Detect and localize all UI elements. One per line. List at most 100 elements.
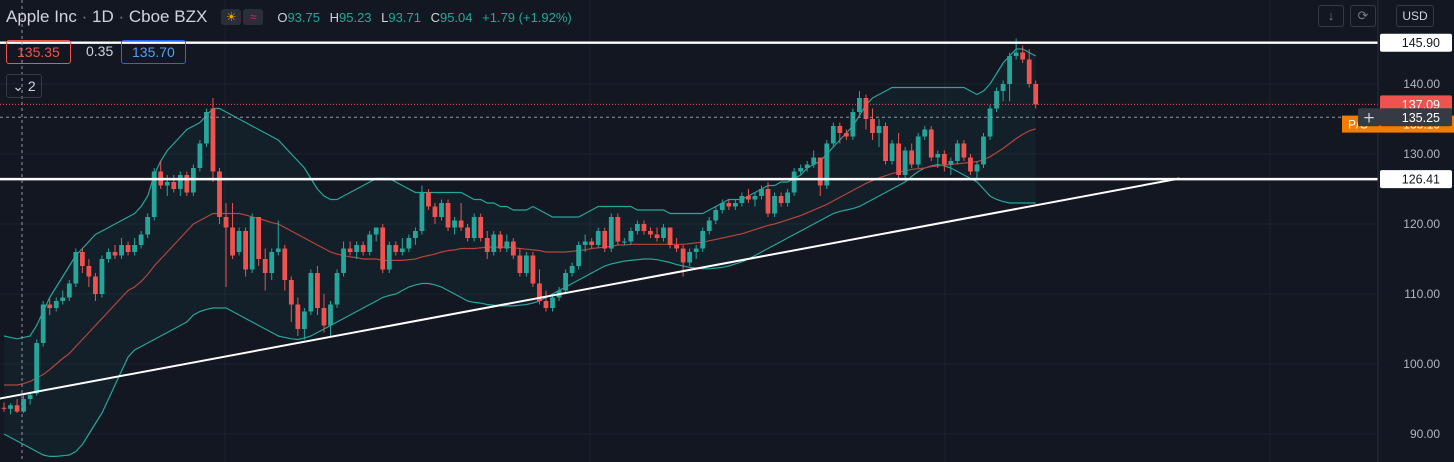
candle-body [458, 220, 464, 228]
candle-body [948, 161, 954, 165]
candle-body [393, 245, 399, 252]
candle-body [282, 248, 288, 280]
currency-button[interactable]: USD [1396, 5, 1434, 27]
cursor-price-tag [1380, 108, 1452, 127]
candle-body [249, 217, 255, 270]
candle-body [902, 150, 908, 175]
candle-body [504, 241, 510, 249]
candle-body [112, 252, 118, 256]
candle-body [582, 241, 588, 245]
symbol-title[interactable]: Apple Inc · 1D · Cboe BZX [6, 7, 208, 26]
candle-body [380, 227, 386, 270]
download-icon[interactable]: ↓ [1318, 5, 1344, 27]
candle-body [132, 245, 137, 252]
candle-body [746, 196, 751, 200]
candle-body [491, 234, 497, 252]
candle-body [648, 231, 653, 235]
candle-body [739, 196, 745, 203]
candle-body [27, 394, 33, 399]
spread-value: 0.35 [86, 43, 114, 59]
chevron-down-icon: ⌄ [12, 78, 25, 94]
candle-body [275, 248, 281, 252]
candle-body [301, 311, 307, 329]
candle-body [86, 266, 92, 277]
candle-body [145, 217, 151, 235]
candle-body [530, 255, 536, 284]
price-tick-label: 110.00 [1404, 287, 1440, 301]
close-value: 95.04 [439, 9, 473, 25]
price-tick-label: 140.00 [1403, 77, 1440, 91]
candle-body [321, 308, 327, 326]
candle-body [53, 301, 59, 308]
candle-body [197, 143, 203, 168]
candle-body [876, 126, 882, 133]
support-trendline [0, 177, 1180, 400]
candle-body [550, 297, 555, 308]
candle-body [465, 227, 471, 238]
price-tick-label: 120.00 [1403, 217, 1440, 231]
candle-body [628, 231, 634, 242]
candle-body [889, 143, 895, 161]
candle-body [680, 248, 686, 263]
candle-body [661, 227, 666, 238]
candle-body [922, 129, 928, 137]
candle-body [341, 248, 346, 273]
open-label: O [277, 9, 288, 25]
candle-body [484, 238, 490, 252]
candle-body [47, 304, 53, 308]
candle-body [870, 119, 875, 133]
sell-price-button[interactable]: 135.35 [6, 40, 71, 64]
candle-body [73, 252, 79, 284]
candle-body [693, 248, 699, 252]
candle-body [164, 182, 170, 186]
candle-body [1033, 84, 1039, 105]
ohlc-readout: O93.75 H95.23 L93.71 C95.04 +1.79 (+1.92… [277, 10, 571, 25]
candle-body [177, 175, 183, 189]
candle-body [334, 273, 340, 305]
indicators-toggle[interactable]: ⌄ 2 [6, 74, 42, 98]
horizontal-line-high-tag [1380, 33, 1452, 52]
candle-body [14, 405, 20, 412]
low-label: L [381, 9, 389, 25]
auto-scale-icon[interactable]: ⟳ [1350, 5, 1376, 27]
delayed-data-wave-icon[interactable]: ≈ [243, 9, 264, 25]
candle-body [328, 304, 333, 326]
candle-body [439, 203, 444, 217]
candle-body [608, 217, 614, 249]
candle-body [772, 196, 777, 214]
candle-body [40, 304, 46, 343]
candle-body [759, 189, 764, 196]
chart-legend-header: Apple Inc · 1D · Cboe BZX ☀ ≈ O93.75 H95… [6, 6, 572, 28]
candle-body [621, 241, 627, 243]
candle-body [909, 150, 915, 165]
market-open-sun-icon[interactable]: ☀ [221, 9, 242, 25]
candle-body [151, 171, 157, 217]
buy-price-button[interactable]: 135.70 [121, 40, 186, 64]
candle-body [1, 407, 7, 409]
candle-body [184, 175, 190, 193]
candle-body [1026, 59, 1032, 84]
candle-body [700, 231, 706, 249]
candle-body [915, 136, 921, 165]
candle-body [445, 203, 451, 228]
candle-body [478, 217, 484, 238]
candle-body [171, 182, 177, 189]
candle-body [1007, 56, 1013, 84]
candle-body [654, 234, 660, 238]
exchange-label: Cboe BZX [128, 7, 208, 26]
candle-body [295, 304, 301, 329]
crosshair-plus-button [1358, 108, 1380, 127]
candle-body [243, 231, 249, 270]
price-axis [1378, 0, 1454, 462]
candle-body [138, 234, 144, 245]
candle-body [106, 252, 111, 259]
candle-body [79, 252, 85, 266]
plus-icon: + [1363, 108, 1376, 126]
horizontal-line-low-text: 126.41 [1402, 173, 1440, 187]
candle-body [66, 283, 72, 298]
candle-body [576, 245, 582, 266]
candle-body [373, 227, 379, 235]
horizontal-line-low-tag [1380, 170, 1452, 189]
